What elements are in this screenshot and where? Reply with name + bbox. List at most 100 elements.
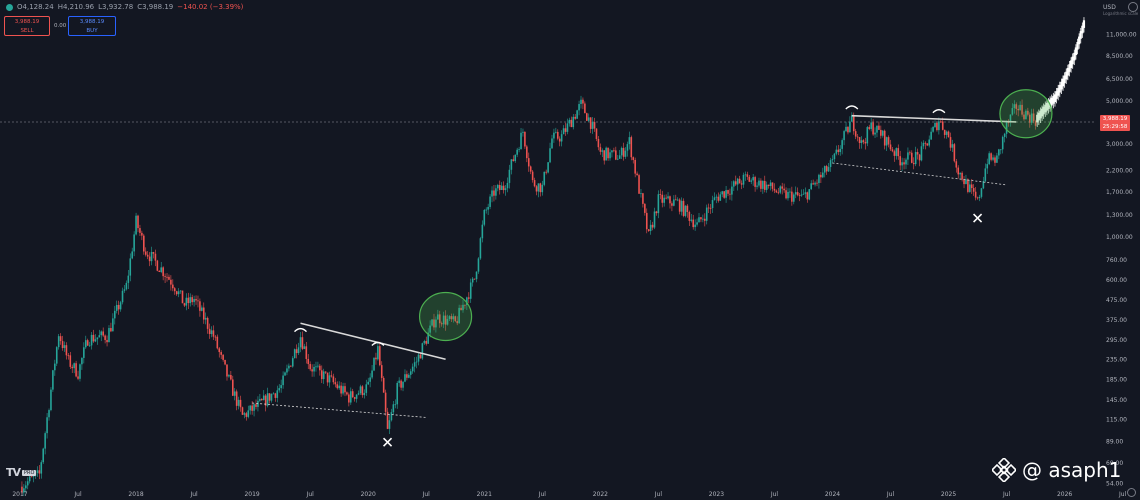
candle-body [704,218,706,221]
author-watermark: @ asaph1 [992,458,1121,482]
candle-body [369,377,371,382]
candle-body [113,310,116,319]
candle-body [73,363,75,369]
candle-body [692,219,694,228]
candle-body [578,104,580,111]
candle-body [506,182,509,189]
sell-button[interactable]: 3,988.19 SELL [4,16,50,36]
candle-body [527,158,530,167]
candle-body [607,147,609,159]
candle-body [674,199,677,201]
y-tick-label: 1,000.00 [1106,234,1133,241]
candle-body [860,140,863,144]
candle-body [185,297,188,306]
candle-body [847,126,849,133]
candle-body [628,137,631,145]
candle-body [106,339,108,343]
candle-body [876,125,878,133]
settings-gear-icon[interactable] [1127,488,1136,497]
candle-body [502,185,505,191]
candle-body [678,199,681,212]
candle-body [520,132,522,150]
projection-candle [1058,84,1061,93]
candle-body [903,162,905,165]
projection-candle [1076,41,1079,50]
candle-body [771,182,774,189]
candle-body [144,251,147,255]
candle-body [247,410,250,417]
candle-body [719,194,722,201]
candle-body [806,192,809,200]
candle-body [907,152,909,160]
candle-body [934,122,936,127]
buy-button[interactable]: 3,988.19 BUY [68,16,116,36]
y-tick-label: 54.00 [1106,480,1123,487]
candle-body [481,224,484,239]
candle-body [949,137,952,148]
candle-body [201,307,203,311]
tradingview-logo[interactable]: TV PRO [6,466,37,479]
candle-body [591,122,594,129]
candle-body [90,334,93,346]
candle-body [787,191,789,199]
candle-body [464,304,466,306]
candle-body [1021,104,1023,115]
candle-body [1005,122,1008,134]
candle-body [315,366,317,368]
candle-body [825,166,828,172]
candle-body [535,186,538,192]
projection-candle [1039,110,1042,119]
currency-label[interactable]: USD [1103,4,1116,11]
candle-body [1029,114,1031,123]
candle-body [955,161,958,168]
y-tick-label: 145.00 [1106,397,1127,404]
candle-body [146,254,149,257]
candle-body [28,476,31,482]
candle-body [972,188,975,192]
candle-body [663,197,665,203]
candle-body [384,392,387,412]
candle-body [748,176,751,182]
candle-body [702,218,704,220]
projection-candle [1045,102,1048,111]
candle-body [224,359,226,365]
candle-body [841,140,843,149]
candle-body [866,127,869,144]
candle-body [218,348,221,353]
candle-body [976,197,979,199]
candle-body [512,159,515,162]
candle-body [214,336,217,338]
candle-body [613,150,615,152]
candle-body [916,152,919,155]
candle-body [634,159,636,174]
candle-body [1015,104,1018,109]
candle-body [108,328,110,343]
candle-body [23,488,25,493]
candle-body [615,150,617,160]
candle-body [255,404,257,407]
currency-icon[interactable] [1128,2,1138,12]
candle-body [1023,114,1025,120]
candle-body [938,121,940,131]
y-tick-label: 2,200.00 [1106,167,1133,174]
y-tick-label: 760.00 [1106,257,1127,264]
candle-body [580,99,582,105]
candle-body [446,318,449,325]
time-axis: 2017 Jul 2018 Jul 2019 Jul 2020 Jul 2021 Jul 2022 J… [12,491,1126,498]
ohlc-change: −140.02 (−3.39%) [177,3,244,11]
candle-body [818,174,820,184]
projection-candle [1040,108,1044,117]
candle-body [57,336,60,348]
candle-body [657,194,660,214]
candle-body [52,370,54,390]
candle-body [529,166,532,172]
candle-body [1003,133,1006,137]
candle-body [326,372,329,383]
candle-body [179,290,182,292]
candle-body [696,222,698,225]
candle-body [392,404,395,413]
candle-body [187,297,190,304]
candle-body [543,171,546,185]
candle-body [75,363,77,377]
